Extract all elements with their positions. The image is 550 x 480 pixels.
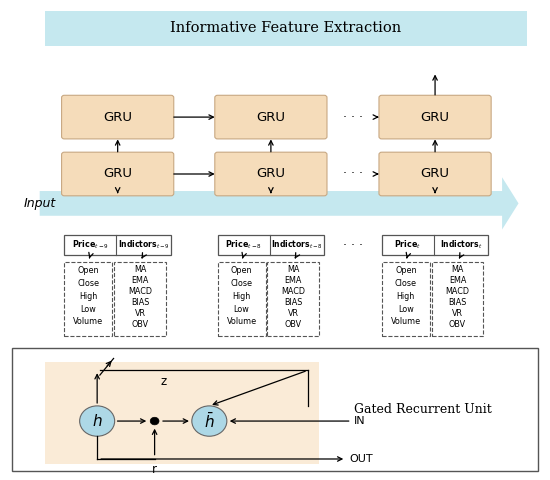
Bar [12, 348, 538, 471]
Text: VR: VR [452, 309, 463, 318]
Text: GRU: GRU [256, 168, 285, 180]
Text: · · ·: · · · [343, 168, 363, 180]
Text: Volume: Volume [227, 317, 257, 326]
Polygon shape [40, 177, 519, 229]
Text: OBV: OBV [285, 320, 302, 329]
Circle shape [192, 406, 227, 436]
Text: Volume: Volume [73, 317, 103, 326]
Text: Input: Input [23, 197, 56, 210]
FancyBboxPatch shape [379, 152, 491, 196]
Text: MACD: MACD [128, 287, 152, 296]
Text: Close: Close [395, 279, 417, 288]
Text: · · ·: · · · [343, 110, 363, 123]
Text: MA: MA [287, 265, 300, 274]
Text: r: r [152, 463, 157, 476]
Bar [114, 262, 166, 336]
Text: Open: Open [395, 266, 416, 275]
Text: Price$_t$: Price$_t$ [394, 239, 421, 252]
Text: EMA: EMA [131, 276, 149, 285]
Bar [64, 262, 112, 336]
Bar [382, 262, 430, 336]
Text: GRU: GRU [421, 168, 449, 180]
Text: Price$_{t-9}$: Price$_{t-9}$ [72, 239, 109, 252]
Text: High: High [233, 292, 251, 301]
Text: Close: Close [78, 279, 100, 288]
Text: BIAS: BIAS [131, 298, 149, 307]
Text: OUT: OUT [349, 454, 372, 464]
Text: GRU: GRU [421, 110, 449, 123]
Text: GRU: GRU [103, 110, 132, 123]
Text: Low: Low [398, 305, 414, 313]
Text: VR: VR [288, 309, 299, 318]
Text: Close: Close [230, 279, 252, 288]
Text: IN: IN [354, 416, 366, 426]
Bar [218, 262, 266, 336]
Text: BIAS: BIAS [448, 298, 467, 307]
Text: h: h [92, 414, 102, 429]
Text: High: High [397, 292, 415, 301]
FancyBboxPatch shape [215, 96, 327, 139]
Text: Indictors$_{t-8}$: Indictors$_{t-8}$ [271, 239, 323, 252]
Text: MA: MA [452, 265, 464, 274]
Text: Price$_{t-8}$: Price$_{t-8}$ [225, 239, 262, 252]
Text: Open: Open [78, 266, 99, 275]
Text: EMA: EMA [285, 276, 302, 285]
Text: Low: Low [234, 305, 250, 313]
Circle shape [80, 406, 114, 436]
Text: High: High [79, 292, 97, 301]
Text: Open: Open [231, 266, 252, 275]
Text: $\bar{h}$: $\bar{h}$ [204, 411, 215, 431]
Text: Informative Feature Extraction: Informative Feature Extraction [170, 22, 402, 36]
Text: GRU: GRU [256, 110, 285, 123]
Bar [382, 235, 488, 255]
Bar [45, 11, 527, 47]
Text: Indictors$_{t-9}$: Indictors$_{t-9}$ [118, 239, 169, 252]
Text: Volume: Volume [390, 317, 421, 326]
Text: Gated Recurrent Unit: Gated Recurrent Unit [354, 403, 492, 416]
Text: Indictors$_t$: Indictors$_t$ [440, 239, 482, 252]
Text: Low: Low [80, 305, 96, 313]
Text: BIAS: BIAS [284, 298, 303, 307]
Text: EMA: EMA [449, 276, 466, 285]
FancyBboxPatch shape [62, 96, 174, 139]
FancyBboxPatch shape [379, 96, 491, 139]
Bar [267, 262, 320, 336]
Text: GRU: GRU [103, 168, 132, 180]
Text: z: z [160, 375, 166, 388]
Text: OBV: OBV [131, 320, 148, 329]
FancyBboxPatch shape [215, 152, 327, 196]
Text: VR: VR [135, 309, 146, 318]
Text: · · ·: · · · [343, 239, 363, 252]
Circle shape [150, 417, 159, 425]
FancyBboxPatch shape [62, 152, 174, 196]
Bar [64, 235, 171, 255]
Bar [432, 262, 483, 336]
Bar [45, 362, 319, 464]
Text: MACD: MACD [282, 287, 305, 296]
Text: OBV: OBV [449, 320, 466, 329]
Bar [218, 235, 324, 255]
Text: MA: MA [134, 265, 146, 274]
Text: MACD: MACD [446, 287, 470, 296]
